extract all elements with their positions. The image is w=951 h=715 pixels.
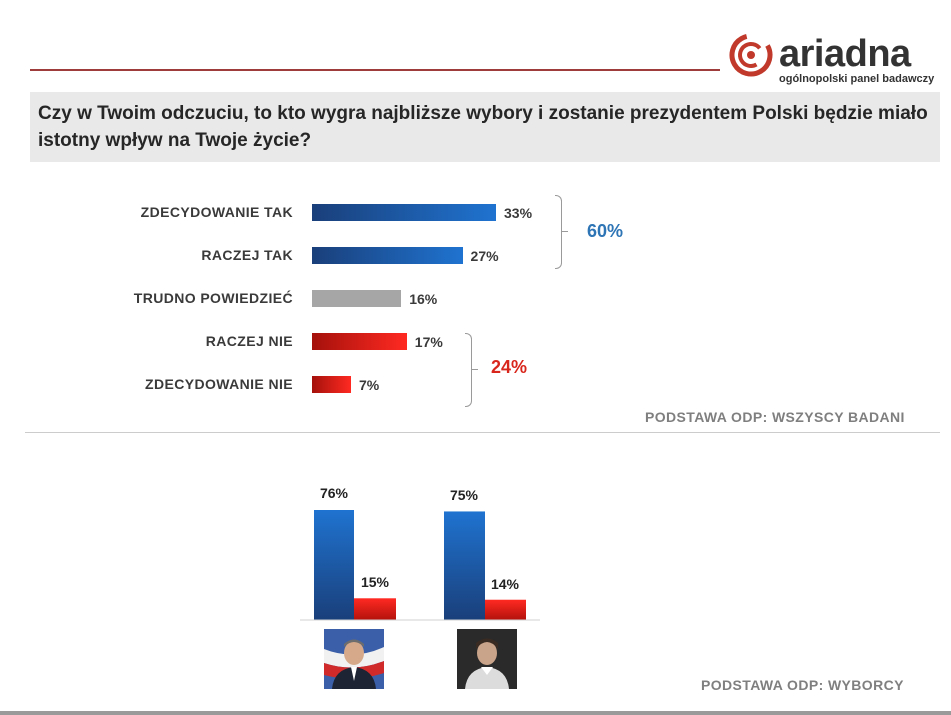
basis-note-all: PODSTAWA ODP: WSZYSCY BADANI (645, 409, 905, 425)
value-label-3: 17% (414, 334, 443, 350)
category-label-1: RACZEJ TAK (201, 247, 293, 263)
bracket-yes-tick (561, 231, 568, 232)
value-label-c2-yes: 75% (450, 487, 479, 503)
bar-candidate-2-yes (444, 511, 485, 620)
brand-name: ariadna (779, 33, 911, 75)
value-label-2: 16% (409, 291, 438, 307)
bar-raczej-tak (312, 247, 463, 264)
bar-candidate-2-no (485, 599, 526, 620)
candidate-2-photo (457, 629, 517, 689)
value-label-c2-no: 14% (491, 576, 520, 592)
bar-zdecydowanie-tak (312, 204, 496, 221)
value-label-1: 27% (470, 248, 499, 264)
value-label-c1-no: 15% (361, 574, 390, 590)
page-bottom-border (0, 711, 951, 715)
section-divider (25, 432, 940, 433)
category-label-2: TRUDNO POWIEDZIEĆ (133, 290, 293, 306)
value-label-0: 33% (504, 205, 533, 221)
basis-note-voters: PODSTAWA ODP: WYBORCY (701, 677, 904, 693)
brand-tagline: ogólnopolski panel badawczy (779, 73, 935, 85)
value-label-c1-yes: 76% (320, 485, 349, 501)
category-label-0: ZDECYDOWANIE TAK (140, 204, 293, 220)
candidate-1-photo (324, 629, 384, 689)
bar-zdecydowanie-nie (312, 376, 352, 393)
ariadna-spiral-icon (729, 33, 773, 77)
ariadna-logo: ariadna ogólnopolski panel badawczy (729, 33, 939, 88)
value-label-4: 7% (359, 377, 380, 393)
sum-yes: 60% (587, 221, 624, 241)
header-rule (30, 69, 720, 71)
bracket-no-tick (471, 369, 478, 370)
question-text: Czy w Twoim odczuciu, to kto wygra najbl… (38, 103, 928, 151)
bar-candidate-1-yes (314, 510, 354, 620)
bar-raczej-nie (312, 333, 407, 350)
bar-candidate-1-no (354, 598, 396, 620)
category-label-4: ZDECYDOWANIE NIE (145, 376, 293, 392)
bar-trudno-powiedziec (312, 290, 402, 307)
question-box: Czy w Twoim odczuciu, to kto wygra najbl… (30, 92, 940, 162)
category-label-3: RACZEJ NIE (205, 333, 293, 349)
sum-no: 24% (491, 357, 528, 377)
